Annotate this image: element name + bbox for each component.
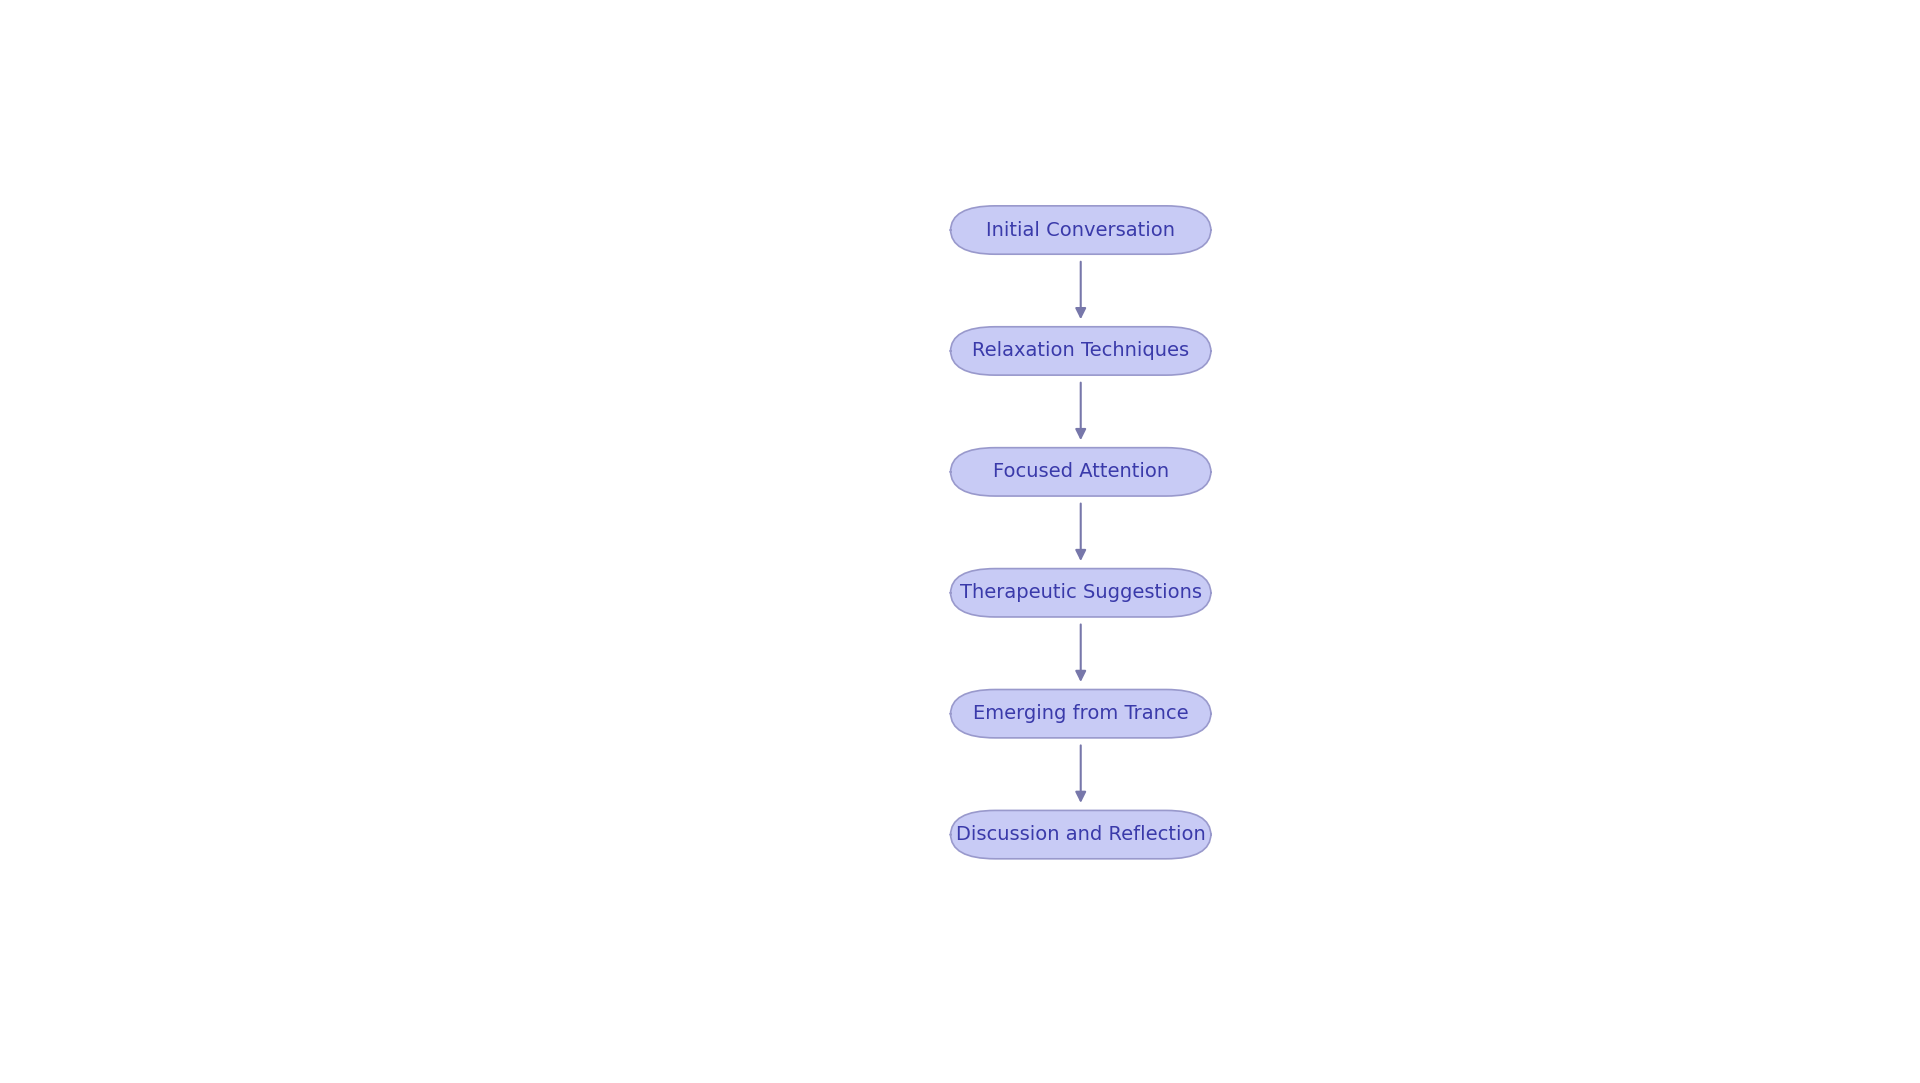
FancyBboxPatch shape <box>950 569 1212 617</box>
FancyBboxPatch shape <box>950 810 1212 859</box>
FancyBboxPatch shape <box>950 327 1212 375</box>
FancyBboxPatch shape <box>950 447 1212 496</box>
FancyBboxPatch shape <box>950 206 1212 255</box>
Text: Emerging from Trance: Emerging from Trance <box>973 704 1188 723</box>
Text: Focused Attention: Focused Attention <box>993 462 1169 481</box>
Text: Initial Conversation: Initial Conversation <box>987 221 1175 239</box>
Text: Therapeutic Suggestions: Therapeutic Suggestions <box>960 584 1202 602</box>
Text: Relaxation Techniques: Relaxation Techniques <box>972 341 1188 361</box>
FancyBboxPatch shape <box>950 690 1212 738</box>
Text: Discussion and Reflection: Discussion and Reflection <box>956 825 1206 844</box>
